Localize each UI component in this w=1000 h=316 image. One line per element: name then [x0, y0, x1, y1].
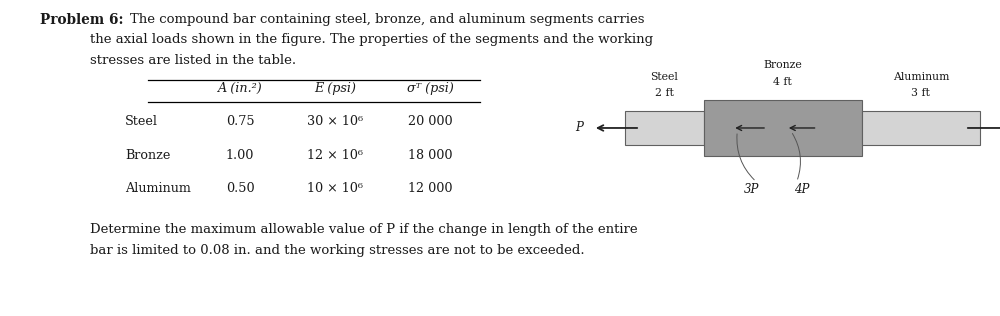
Text: 20 000: 20 000 [408, 115, 452, 128]
Text: Steel: Steel [651, 71, 678, 82]
Text: stresses are listed in the table.: stresses are listed in the table. [90, 54, 296, 67]
Text: Problem 6:: Problem 6: [40, 13, 124, 27]
Text: Determine the maximum allowable value of P if the change in length of the entire: Determine the maximum allowable value of… [90, 223, 638, 236]
Text: Aluminum: Aluminum [125, 182, 191, 195]
Text: 2 ft: 2 ft [655, 88, 674, 98]
Text: 4 ft: 4 ft [773, 77, 792, 87]
Text: σᵀ (psi): σᵀ (psi) [407, 82, 453, 95]
FancyBboxPatch shape [862, 111, 980, 145]
Text: 0.75: 0.75 [226, 115, 254, 128]
Text: bar is limited to 0.08 in. and the working stresses are not to be exceeded.: bar is limited to 0.08 in. and the worki… [90, 244, 585, 257]
Text: 18 000: 18 000 [408, 149, 452, 161]
FancyBboxPatch shape [625, 111, 704, 145]
Text: E (psi): E (psi) [314, 82, 356, 95]
Text: 12 × 10⁶: 12 × 10⁶ [307, 149, 363, 161]
Text: 12 000: 12 000 [408, 182, 452, 195]
Text: Aluminum: Aluminum [893, 71, 949, 82]
Text: Bronze: Bronze [763, 60, 802, 70]
Text: Bronze: Bronze [125, 149, 170, 161]
Text: A (in.²): A (in.²) [218, 82, 262, 95]
Text: P: P [575, 121, 583, 135]
Text: 1.00: 1.00 [226, 149, 254, 161]
Text: 4P: 4P [794, 183, 809, 196]
Text: 3P: 3P [744, 183, 759, 196]
FancyBboxPatch shape [704, 100, 862, 156]
Text: 3 ft: 3 ft [911, 88, 930, 98]
Text: The compound bar containing steel, bronze, and aluminum segments carries: The compound bar containing steel, bronz… [130, 13, 644, 26]
Text: the axial loads shown in the figure. The properties of the segments and the work: the axial loads shown in the figure. The… [90, 33, 653, 46]
Text: 0.50: 0.50 [226, 182, 254, 195]
Text: 30 × 10⁶: 30 × 10⁶ [307, 115, 363, 128]
Text: Steel: Steel [125, 115, 158, 128]
Text: 10 × 10⁶: 10 × 10⁶ [307, 182, 363, 195]
